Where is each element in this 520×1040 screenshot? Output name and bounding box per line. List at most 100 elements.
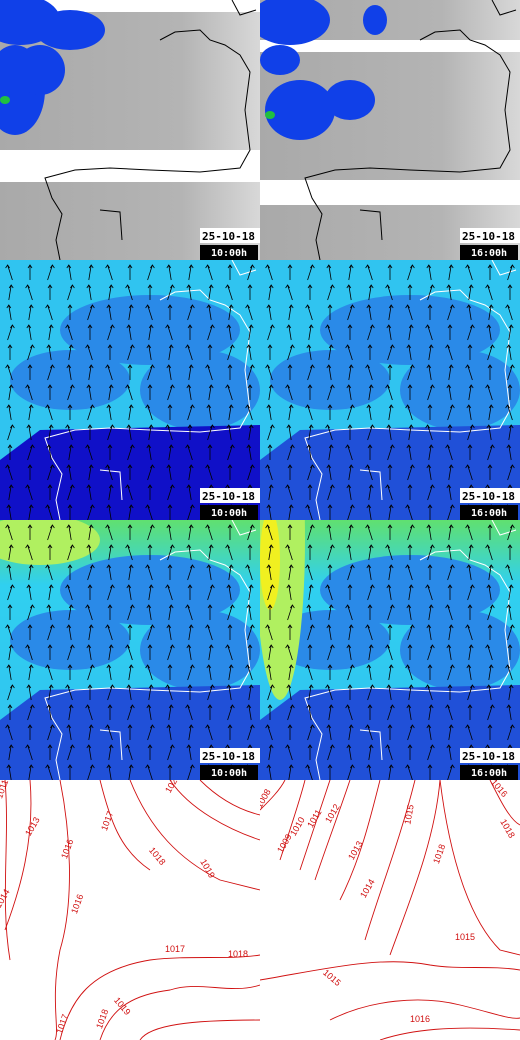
wind-arrow [285, 284, 293, 301]
wind-arrow [368, 484, 374, 501]
wind-arrow [186, 544, 192, 561]
gust-peak [260, 520, 280, 610]
wind-arrow [128, 764, 134, 780]
isobar [299, 780, 331, 871]
wind-arrow [265, 524, 273, 541]
wind-arrow [266, 564, 272, 581]
wind-arrow [268, 284, 274, 301]
wind-arrow [467, 424, 475, 441]
wind-arrow [107, 584, 115, 601]
date-label: 25-10-18 [202, 750, 255, 763]
wind-arrow [208, 284, 214, 301]
wind-arrow [425, 684, 433, 701]
wind-arrow [407, 364, 415, 381]
wind-arrow [108, 744, 114, 761]
wind-arrow [147, 524, 155, 541]
wind-arrow [187, 424, 193, 440]
wind-arrow [127, 464, 133, 480]
wind-arrow [27, 704, 35, 721]
isobar [4, 780, 32, 931]
wind-arrow [428, 344, 434, 361]
wind-arrow [65, 324, 73, 341]
time-box [460, 505, 518, 520]
wind-arrow [68, 444, 74, 461]
wind-arrow [487, 264, 493, 280]
wind-arrow [127, 444, 135, 461]
wind-arrow [327, 384, 335, 401]
wind-arrow [387, 344, 395, 361]
wind-arrow [7, 584, 15, 601]
wind-arrow [287, 604, 295, 621]
wind-arrow [447, 584, 453, 600]
wind-arrow [125, 284, 133, 301]
isobar [339, 780, 381, 901]
wind-arrow [188, 524, 194, 541]
wind-arrow [345, 344, 353, 361]
wind-arrow [347, 404, 355, 421]
wind-arrow [105, 624, 113, 641]
wind-arrow [46, 444, 52, 461]
wind-arrow [67, 504, 73, 520]
wind-arrow [408, 684, 414, 701]
wind-arrow [467, 444, 473, 460]
wind-arrow [408, 424, 414, 441]
wind-arrow [308, 424, 314, 441]
wind-arrow [327, 564, 333, 580]
wind-arrow [128, 564, 134, 581]
wind-arrow [305, 504, 313, 520]
wind-arrow [247, 644, 253, 660]
wind-arrow [148, 584, 154, 601]
wind-arrow [65, 424, 73, 441]
wind-zone [140, 610, 260, 690]
isobar [364, 780, 416, 941]
wind-arrow [147, 624, 155, 641]
wind-arrow [66, 364, 72, 381]
wind-arrow [467, 684, 475, 701]
wind-arrow [287, 704, 295, 721]
wind-arrow [47, 744, 53, 760]
wind-arrow [248, 324, 254, 341]
wind-arrow [347, 304, 355, 321]
wind-arrow [427, 484, 435, 501]
wind-arrow [246, 444, 252, 461]
wind-arrow [265, 264, 273, 281]
wind-arrow [145, 304, 153, 321]
wind-arrow [288, 564, 294, 581]
wind-arrow [207, 704, 213, 720]
wind-arrow [508, 324, 514, 341]
wind-arrow [408, 584, 414, 601]
wind-arrow [188, 464, 194, 481]
wind-arrow [406, 604, 412, 621]
wind-arrow [346, 384, 352, 401]
wind-arrow [447, 664, 455, 681]
wind-arrow [465, 624, 473, 641]
wind-arrow [46, 344, 52, 361]
wind-arrow [66, 624, 72, 641]
wind-arrow [88, 624, 94, 641]
wind-arrow [8, 744, 14, 761]
wind-arrow [105, 524, 113, 541]
wind-arrow [387, 604, 395, 621]
wind-arrow [207, 424, 215, 441]
wind-arrow [48, 424, 54, 441]
wind-arrow [226, 324, 232, 341]
wind-arrow [47, 644, 53, 660]
wind-arrow [228, 564, 234, 581]
wind-arrow [227, 724, 233, 740]
wind-arrow [325, 424, 333, 441]
wind-arrow [187, 684, 193, 700]
wind-arrow [387, 444, 395, 461]
wind-arrow [166, 624, 172, 641]
wind-arrow [106, 504, 112, 520]
wind-arrow [266, 304, 272, 321]
wind-arrow [427, 564, 433, 580]
wind-arrow [508, 584, 514, 601]
wind-arrow [407, 624, 415, 641]
wind-arrow [127, 524, 133, 540]
wind-arrow [367, 684, 375, 701]
wind-arrow [447, 684, 453, 700]
wind-arrow [7, 444, 13, 460]
wind-arrow [407, 264, 415, 281]
map-panel: 25-10-18 10:00h [0, 0, 260, 260]
map-panel: 25-10-18 10:00h [0, 260, 260, 520]
